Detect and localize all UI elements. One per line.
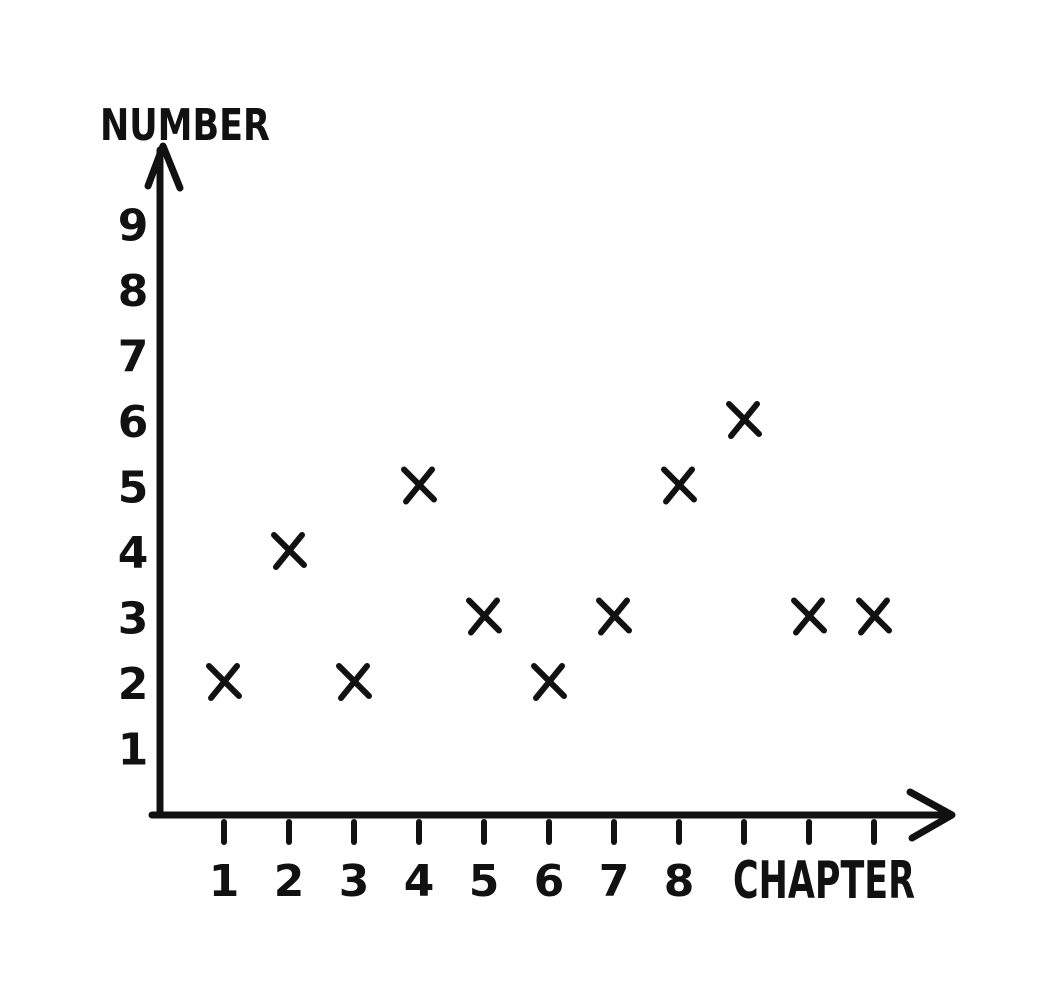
y-axis-label: NUMBER (100, 100, 270, 151)
data-point-marker (856, 597, 892, 636)
y-tick-label: 5 (118, 463, 149, 514)
data-point-marker (336, 663, 372, 701)
y-tick-label: 9 (118, 201, 149, 252)
y-tick-label: 6 (118, 397, 149, 448)
x-tick-label: 4 (404, 856, 435, 907)
data-point-marker (726, 401, 762, 439)
x-tick-label: 1 (209, 856, 240, 907)
x-tick-label: 3 (339, 856, 370, 907)
x-tick-label: 6 (534, 856, 565, 907)
data-point-marker (531, 663, 567, 701)
data-point-marker (661, 466, 697, 505)
y-axis-arrow (144, 142, 184, 192)
y-tick-label: 8 (118, 266, 149, 317)
y-tick-labels: 1 2 3 4 5 6 7 8 9 (118, 201, 149, 776)
data-point-marker (401, 466, 437, 505)
data-point-marker (791, 597, 827, 636)
y-tick-label: 7 (118, 332, 149, 383)
x-tick-label: 8 (664, 856, 695, 907)
y-tick-label: 2 (118, 659, 149, 710)
x-tick-label: 7 (599, 856, 630, 907)
x-tick-label: 2 (274, 856, 305, 907)
y-tick-label: 1 (118, 725, 149, 776)
x-axis-arrow (906, 788, 956, 842)
data-points (206, 401, 892, 701)
x-axis-label: CHAPTER (733, 851, 915, 911)
data-point-marker (466, 597, 502, 636)
data-point-marker (206, 663, 242, 701)
data-point-marker (271, 532, 307, 570)
y-tick-label: 4 (118, 528, 149, 579)
data-point-marker (596, 597, 632, 636)
y-tick-label: 3 (118, 594, 149, 645)
x-tick-label: 5 (469, 856, 500, 907)
